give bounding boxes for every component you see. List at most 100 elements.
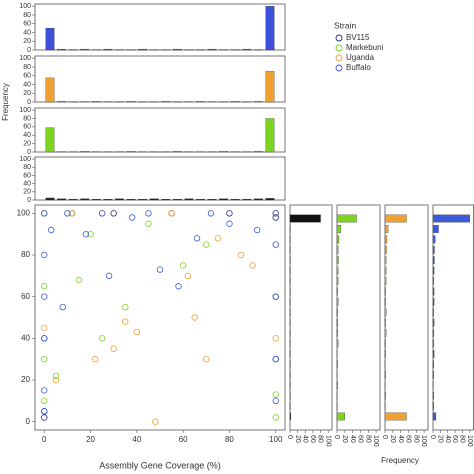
- y-tick-label: 80: [23, 12, 31, 19]
- y-tick-label: 40: [21, 333, 30, 342]
- bar: [57, 48, 67, 51]
- point: [98, 335, 106, 342]
- x-tick-label: 100: [269, 435, 283, 444]
- legend-marker: [335, 44, 343, 52]
- point: [226, 220, 233, 227]
- y-tick-label: 20: [23, 189, 31, 196]
- panel-frame: [34, 107, 286, 153]
- point: [272, 391, 279, 398]
- bar: [219, 151, 229, 153]
- bar: [432, 277, 434, 285]
- bar: [432, 235, 436, 244]
- bar: [384, 308, 387, 317]
- point: [41, 324, 48, 332]
- y-tick-label: 20: [23, 140, 31, 147]
- bar: [336, 256, 339, 265]
- bar: [384, 266, 387, 275]
- point: [272, 355, 279, 363]
- bar: [384, 350, 386, 358]
- point: [193, 235, 201, 242]
- bar: [336, 298, 339, 306]
- bar: [384, 287, 386, 296]
- bar: [57, 198, 67, 201]
- bar: [336, 287, 338, 296]
- point: [122, 318, 129, 325]
- bar: [253, 100, 263, 103]
- y-tick-label: 80: [23, 64, 31, 71]
- bar: [103, 48, 113, 51]
- point: [168, 210, 175, 217]
- bar: [336, 225, 342, 233]
- point: [272, 214, 279, 221]
- bar: [432, 402, 434, 410]
- legend-label: BV115: [346, 33, 370, 42]
- bar: [432, 245, 435, 254]
- legend-label: Uganda: [346, 53, 375, 62]
- bar: [336, 329, 338, 337]
- x-tick-label: 40: [397, 435, 404, 443]
- bar: [265, 71, 275, 103]
- bar: [219, 198, 229, 201]
- point: [110, 210, 117, 217]
- bar: [149, 198, 159, 201]
- point: [41, 210, 48, 217]
- x-tick-label: 100: [466, 435, 473, 447]
- bar: [45, 197, 55, 201]
- point: [122, 303, 129, 311]
- x-tick-label: 0: [42, 435, 47, 444]
- x-tick-label: 0: [333, 435, 340, 439]
- bar: [68, 199, 78, 201]
- bar: [384, 256, 387, 265]
- x-tick-label: 80: [412, 435, 419, 443]
- x-tick-label: 60: [405, 435, 412, 443]
- bar: [196, 199, 205, 201]
- x-tick-label: 80: [317, 435, 324, 443]
- bar: [45, 77, 55, 103]
- bar: [432, 266, 435, 275]
- x-tick-label: 20: [341, 435, 348, 443]
- bar: [336, 360, 338, 369]
- x-tick-label: 60: [357, 435, 364, 443]
- panel-frame: [34, 55, 286, 103]
- point: [145, 220, 152, 227]
- bar: [80, 48, 90, 51]
- y-tick-label: 100: [17, 208, 31, 217]
- point: [226, 210, 233, 217]
- legend-title: Strain: [334, 20, 356, 30]
- bar: [336, 266, 339, 275]
- bar: [432, 370, 434, 379]
- panel-frame: [432, 204, 474, 431]
- y-tick-label: 80: [23, 164, 31, 171]
- bar: [184, 198, 194, 201]
- y-tick-label: 40: [23, 81, 31, 88]
- bar: [138, 48, 148, 51]
- y-tick-label: 60: [23, 21, 31, 28]
- point: [129, 214, 136, 221]
- point: [145, 210, 152, 217]
- point: [272, 210, 279, 217]
- point: [156, 266, 164, 273]
- point: [272, 293, 279, 300]
- panel-frame: [34, 3, 286, 51]
- bar: [432, 360, 434, 369]
- point: [184, 272, 191, 280]
- point: [191, 314, 198, 321]
- y-tick-label: 20: [23, 90, 31, 97]
- bar: [336, 412, 345, 421]
- y-tick-label: 60: [23, 124, 31, 131]
- bar: [384, 235, 388, 244]
- bar: [384, 329, 387, 337]
- point: [75, 276, 83, 284]
- point: [41, 387, 48, 394]
- bar: [126, 151, 136, 153]
- panel-frame: [289, 204, 333, 431]
- bar: [336, 339, 339, 348]
- bar: [432, 287, 435, 296]
- x-axis-label: Frequency: [381, 456, 419, 465]
- point: [64, 210, 71, 217]
- bar: [45, 27, 55, 51]
- point: [98, 210, 106, 217]
- bar: [432, 350, 435, 358]
- bar: [384, 298, 386, 306]
- bar: [432, 391, 434, 400]
